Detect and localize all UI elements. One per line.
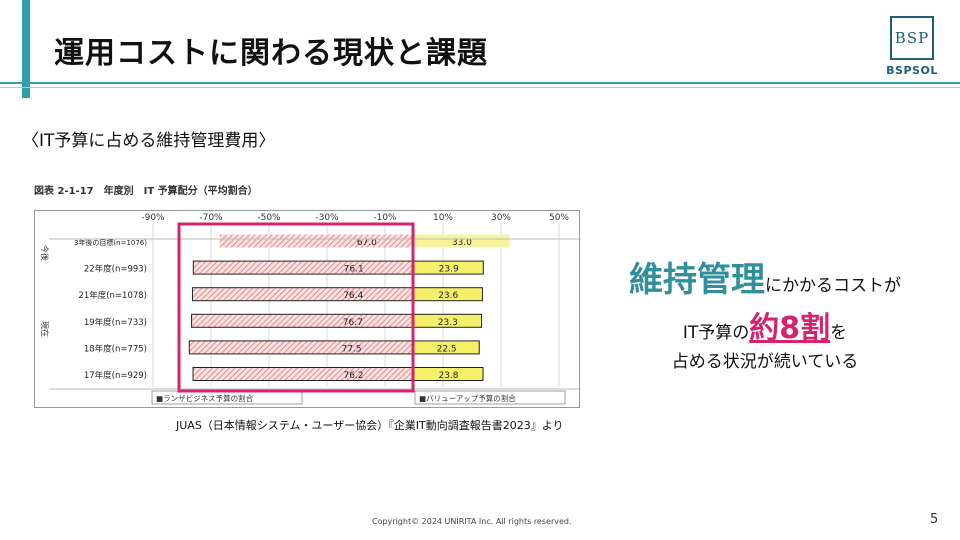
run-value-label: 76.7 — [343, 318, 363, 328]
legend-value-label: ■バリューアップ予算の割合 — [419, 393, 516, 403]
callout-line-2: IT予算の約8割を — [600, 303, 930, 347]
group-label-current: 現在 — [40, 321, 50, 337]
category-label: 17年度(n=929) — [84, 370, 147, 381]
category-label: 22年度(n=993) — [84, 264, 147, 275]
run-budget-bar — [219, 234, 414, 248]
valueup-value-label: 23.6 — [438, 291, 458, 301]
highlight-frame — [177, 222, 415, 393]
figure-source: JUAS（日本情報システム・ユーザー協会）『企業IT動向調査報告書2023』より — [176, 419, 564, 432]
run-value-label: 76.4 — [343, 291, 363, 301]
category-label: 21年度(n=1078) — [78, 290, 147, 301]
key-message-callout: 維持管理にかかるコストが IT予算の約8割を 占める状況が続いている — [600, 252, 930, 372]
title-underline-thin — [0, 87, 960, 88]
title-accent-bar — [22, 0, 30, 98]
title-underline — [0, 82, 960, 84]
run-budget-bar — [191, 287, 415, 302]
run-budget-bar — [188, 340, 415, 355]
run-budget-bar — [192, 260, 415, 275]
x-tick-label: -50% — [257, 213, 281, 223]
section-subtitle: 〈IT予算に占める維持管理費用〉 — [22, 131, 276, 151]
budget-chart-svg: -90% -70% -50% -30% -10% 10% 30% 50% 3年後の目標(n=1… — [40, 213, 581, 405]
x-tick-label: -70% — [199, 213, 223, 223]
valueup-value-label: 23.9 — [439, 265, 459, 275]
x-tick-label: -90% — [141, 213, 165, 223]
callout-emphasis-80percent: 約8割 — [749, 311, 831, 346]
category-label: 19年度(n=733) — [84, 317, 147, 328]
run-budget-bar — [191, 313, 415, 328]
valueup-value-label: 23.8 — [438, 371, 458, 381]
figure-caption: 図表 2-1-17 年度別 IT 予算配分（平均割合） — [34, 186, 258, 197]
logo-mark: BSP — [890, 16, 934, 60]
copyright-notice: Copyright© 2024 UNIRITA Inc. All rights … — [372, 517, 572, 526]
group-label-future: 今後 — [40, 245, 50, 261]
legend-value-box — [414, 390, 566, 405]
company-logo: BSP BSPSOL — [884, 16, 940, 78]
callout-line1-rest: にかかるコストが — [765, 276, 901, 296]
x-tick-label: 30% — [491, 213, 511, 223]
category-label: 18年度(n=775) — [84, 343, 147, 354]
x-tick-label: 50% — [549, 213, 569, 223]
logo-name: BSPSOL — [886, 64, 938, 77]
legend-run-label: ■ランザビジネス予算の割合 — [156, 393, 254, 403]
slide-title: 運用コストに関わる現状と課題 — [54, 36, 488, 71]
run-value-label: 76.1 — [344, 265, 364, 275]
page-number: 5 — [930, 512, 939, 527]
callout-line2-after: を — [830, 323, 848, 343]
run-budget-bar — [192, 367, 415, 381]
category-label: 3年後の目標(n=1076) — [74, 238, 147, 247]
callout-emphasis-maintenance: 維持管理 — [629, 260, 765, 300]
x-tick-label: -30% — [315, 213, 339, 223]
run-value-label: 77.5 — [342, 344, 362, 354]
valueup-value-label: 33.0 — [452, 238, 472, 248]
callout-line2-before: IT予算の — [682, 323, 750, 343]
x-tick-label: -10% — [373, 213, 397, 223]
valueup-budget-bar — [414, 234, 510, 248]
valueup-value-label: 23.3 — [438, 318, 458, 328]
valueup-value-label: 22.5 — [437, 344, 457, 354]
x-tick-label: 10% — [433, 213, 453, 223]
callout-line-1: 維持管理にかかるコストが — [600, 252, 930, 301]
budget-chart: -90% -70% -50% -30% -10% 10% 30% 50% 3年後の目標(n=1… — [34, 210, 581, 408]
run-value-label: 67.0 — [357, 238, 377, 248]
callout-line-3: 占める状況が続いている — [671, 352, 859, 372]
run-value-label: 76.2 — [343, 371, 363, 381]
